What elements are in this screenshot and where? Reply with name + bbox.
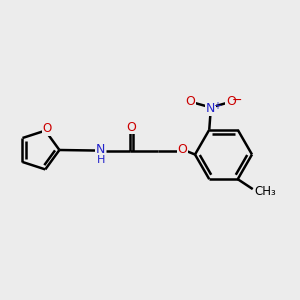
Text: O: O [226,95,236,108]
Text: −: − [232,94,242,107]
Text: H: H [97,154,105,165]
Text: N: N [206,102,215,115]
Text: CH₃: CH₃ [255,185,277,198]
Text: O: O [177,143,187,156]
Text: O: O [127,121,136,134]
Text: N: N [96,143,105,156]
Text: O: O [186,95,196,108]
Text: O: O [42,122,51,135]
Text: +: + [213,101,221,111]
